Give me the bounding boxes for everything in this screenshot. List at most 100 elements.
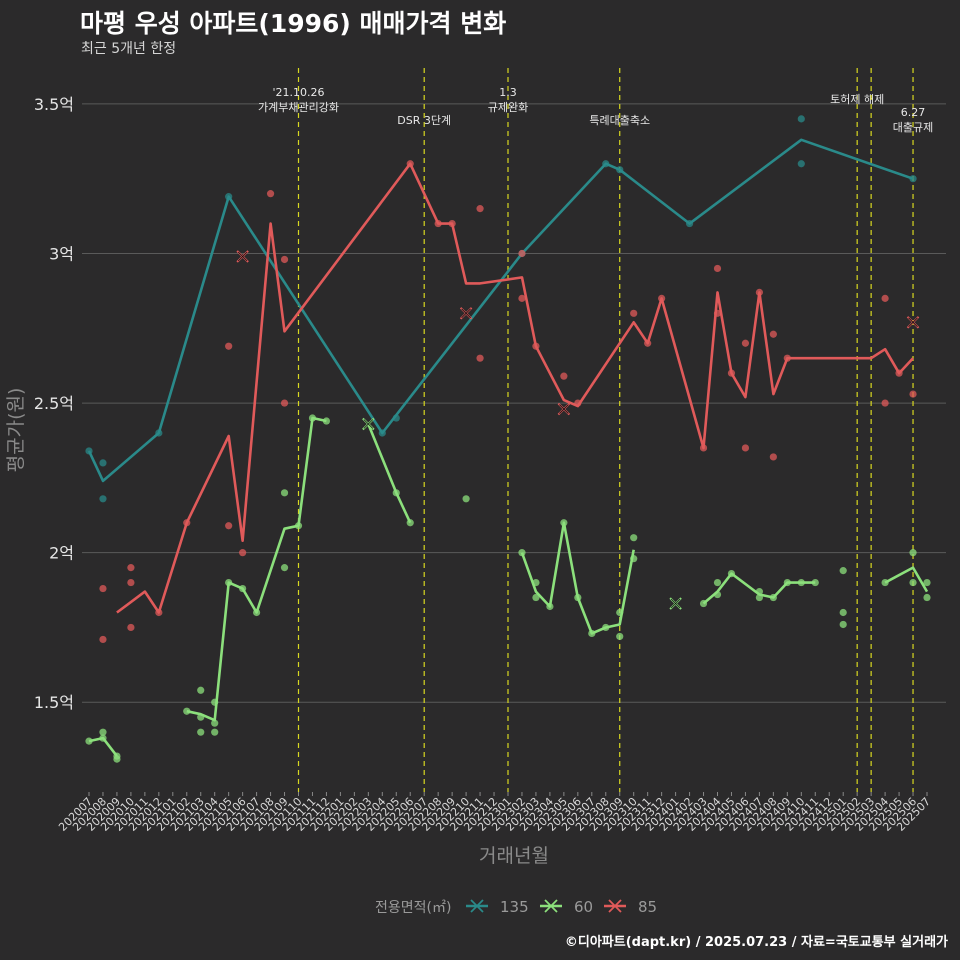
data-point bbox=[266, 190, 275, 198]
cross-marker bbox=[669, 597, 682, 610]
data-point bbox=[280, 564, 289, 572]
series-60 bbox=[85, 414, 931, 763]
data-point bbox=[909, 390, 917, 398]
data-point bbox=[881, 294, 889, 302]
event-label-line: 대출규제 bbox=[893, 121, 933, 134]
data-point bbox=[211, 728, 219, 736]
data-point bbox=[769, 330, 777, 338]
data-point bbox=[839, 608, 847, 617]
series-line bbox=[520, 521, 635, 635]
data-point bbox=[909, 549, 917, 557]
cross-marker bbox=[557, 402, 571, 416]
series-line bbox=[88, 736, 118, 757]
data-point bbox=[476, 205, 484, 213]
cross-stroke bbox=[461, 308, 471, 319]
legend-swatch-cross bbox=[544, 899, 558, 913]
data-point bbox=[280, 489, 289, 497]
data-point bbox=[923, 578, 931, 587]
data-point bbox=[127, 564, 135, 572]
event-label: '21.10.26 가계부채관리강화 bbox=[258, 86, 339, 114]
cross-marker bbox=[906, 316, 920, 329]
event-label: 1.3 규제완화 bbox=[488, 86, 528, 114]
y-tick-label: 3억 bbox=[49, 244, 74, 263]
data-point bbox=[322, 417, 331, 425]
data-point bbox=[532, 593, 540, 602]
series-135 bbox=[85, 115, 917, 503]
data-point bbox=[211, 719, 219, 727]
data-point bbox=[99, 728, 107, 736]
y-tick-label: 2억 bbox=[49, 544, 74, 563]
data-point bbox=[741, 444, 750, 452]
legend-item-85: 85 bbox=[604, 898, 657, 916]
chart-subtitle: 최근 5개년 한정 bbox=[81, 41, 177, 57]
event-label-line: 특례대출축소 bbox=[589, 114, 650, 127]
event-label: 토허제 해제 bbox=[830, 92, 884, 106]
data-point bbox=[113, 755, 121, 763]
cross-stroke bbox=[237, 251, 248, 262]
event-label-line: DSR 3단계 bbox=[397, 114, 451, 127]
data-point bbox=[280, 255, 289, 264]
event-label-line: 토허제 해제 bbox=[830, 92, 884, 106]
event-label-line: 1.3 bbox=[499, 86, 517, 99]
series-line bbox=[884, 566, 929, 593]
data-point bbox=[713, 578, 722, 587]
event-label-line: 가계부채관리강화 bbox=[258, 101, 339, 114]
event-label: 특례대출축소 bbox=[589, 114, 650, 127]
data-point bbox=[183, 707, 191, 715]
data-point bbox=[197, 728, 205, 736]
data-point bbox=[713, 264, 722, 273]
cross-marker bbox=[362, 417, 375, 431]
event-label-line: '21.10.26 bbox=[272, 86, 324, 99]
data-point bbox=[616, 632, 624, 641]
chart-title: 마평 우성 아파트(1996) 매매가격 변화 bbox=[80, 9, 507, 38]
legend-item-135: 135 bbox=[466, 898, 529, 916]
legend-title: 전용면적(㎡) bbox=[375, 900, 451, 916]
event-label-line: 규제완화 bbox=[488, 101, 528, 114]
data-point bbox=[797, 160, 805, 168]
data-point bbox=[518, 249, 526, 258]
data-point bbox=[797, 115, 805, 123]
data-point bbox=[85, 737, 93, 745]
chart-caption: ©디아파트(dapt.kr) / 2025.07.23 / 자료=국토교통부 실… bbox=[564, 935, 948, 950]
data-point bbox=[839, 567, 847, 575]
data-point bbox=[630, 309, 638, 317]
data-point bbox=[769, 453, 777, 461]
series-line bbox=[367, 423, 412, 524]
event-label-line: 6.27 bbox=[901, 106, 926, 119]
data-point bbox=[280, 399, 289, 407]
legend: 전용면적(㎡) 135 60 85 bbox=[375, 898, 657, 916]
data-point bbox=[99, 459, 107, 467]
legend-label: 85 bbox=[638, 898, 657, 916]
y-tick-label: 3.5억 bbox=[34, 95, 74, 114]
event-label: DSR 3단계 bbox=[397, 114, 451, 127]
data-point bbox=[225, 342, 233, 350]
series-line bbox=[702, 572, 816, 605]
y-tick-label: 1.5억 bbox=[34, 693, 74, 712]
legend-swatch-cross bbox=[470, 899, 484, 913]
data-point bbox=[518, 294, 526, 302]
data-point bbox=[881, 399, 889, 407]
event-label: 6.27 대출규제 bbox=[893, 106, 933, 134]
data-point bbox=[839, 620, 847, 629]
legend-swatch-cross bbox=[608, 899, 622, 913]
data-point bbox=[239, 549, 247, 557]
legend-label: 60 bbox=[574, 898, 593, 916]
series-line bbox=[186, 416, 327, 722]
data-point bbox=[225, 522, 233, 530]
legend-item-60: 60 bbox=[540, 898, 593, 916]
data-point bbox=[462, 495, 470, 503]
cross-stroke bbox=[908, 317, 918, 328]
y-tick-label: 2.5억 bbox=[34, 394, 74, 413]
series-line bbox=[87, 138, 914, 483]
data-point bbox=[630, 534, 638, 542]
data-point bbox=[560, 372, 568, 380]
data-point bbox=[99, 495, 107, 503]
x-axis-title: 거래년월 bbox=[479, 845, 549, 867]
data-point bbox=[923, 593, 931, 602]
series-line bbox=[116, 162, 914, 614]
data-point bbox=[909, 578, 917, 587]
data-point bbox=[127, 578, 135, 587]
cross-marker bbox=[236, 250, 249, 263]
data-point bbox=[741, 339, 750, 347]
